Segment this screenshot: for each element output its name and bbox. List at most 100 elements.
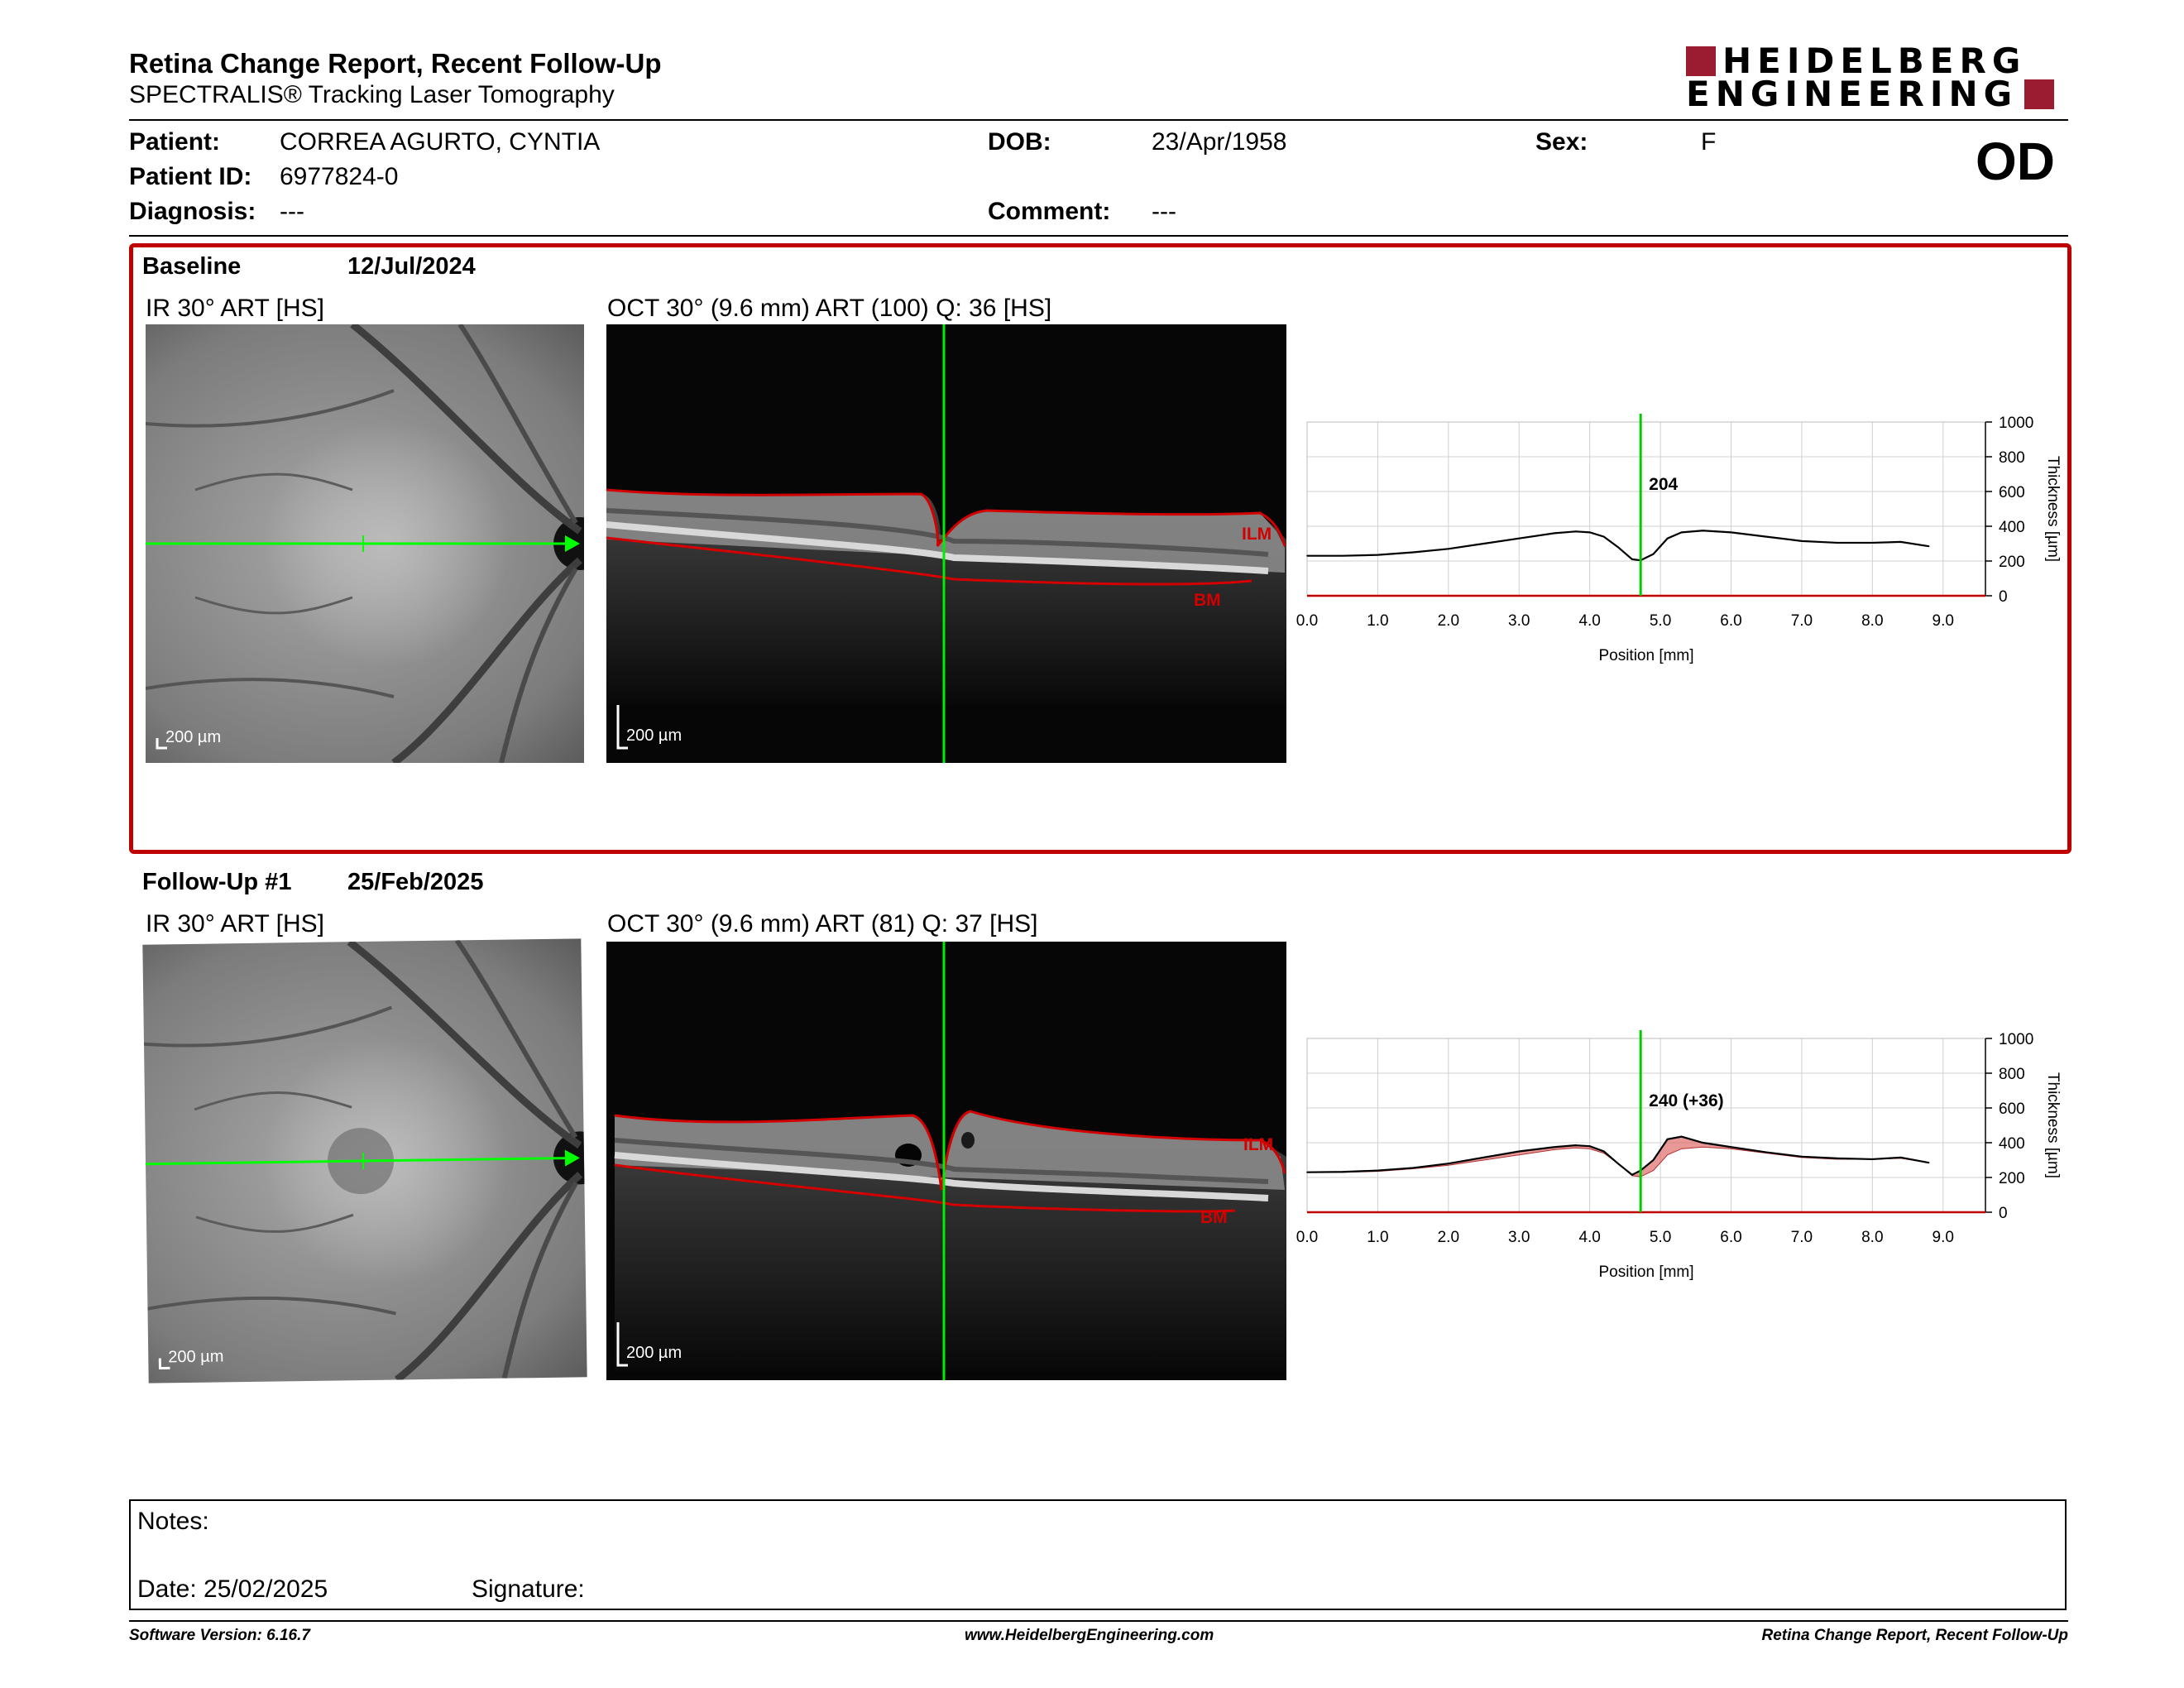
footer-report-title: Retina Change Report, Recent Follow-Up [1761,1627,2068,1644]
followup-oct-bscan-image[interactable]: ILM BM 200 µm [606,942,1286,1380]
baseline-thickness-chart: 0.0 1.0 2.0 3.0 4.0 5.0 6.0 7.0 8.0 9.0 0 200 400 600… [1296,414,2062,664]
thickness-point [1412,1167,1414,1169]
logo-line-1: HEIDELBERG [1722,41,2027,81]
x-axis-title: Position [mm] [1598,647,1693,664]
notes-label: Notes: [137,1508,209,1535]
bm-line [614,1163,1236,1213]
thickness-point [1554,532,1555,535]
optic-disc [553,1131,587,1185]
scan-line [146,1156,576,1166]
y-tick-label: 400 [1999,519,2025,536]
eye-indicator: OD [1976,132,2055,191]
report-title: Retina Change Report, Recent Follow-Up [129,48,662,79]
sex-value: F [1701,128,1717,156]
comment-label: Comment: [988,198,1111,225]
thickness-point [1341,1171,1343,1173]
signature-label: Signature: [472,1575,585,1603]
x-tick-label: 8.0 [1861,1229,1883,1246]
thickness-point [1680,531,1683,534]
thickness-point [1518,537,1521,539]
thickness-point [1482,543,1485,544]
scale-bar-icon [156,738,167,750]
comment-value: --- [1152,198,1176,225]
thickness-point [1652,553,1655,555]
logo-square-left [1686,46,1716,76]
sex-label: Sex: [1535,128,1588,156]
y-tick-label: 0 [1999,588,2008,606]
notes-date: Date: 25/02/2025 [137,1575,328,1603]
baseline-ir-fundus-image[interactable]: 200 µm [146,324,584,763]
x-tick-label: 2.0 [1438,612,1459,630]
thickness-point [1574,1144,1577,1146]
y-tick-label: 1000 [1999,415,2033,432]
bm-label: BM [1200,1208,1228,1227]
y-tick-label: 800 [1999,449,2025,467]
thickness-point [1730,1146,1732,1149]
thickness-point [1448,1163,1449,1164]
y-axis-title: Thickness [µm] [2044,1072,2062,1178]
baseline-oct-scale-label: 200 µm [626,727,682,745]
thickness-point [1702,1142,1704,1144]
x-tick-label: 4.0 [1578,612,1600,630]
followup-ir-fundus-image[interactable]: 200 µm [142,938,587,1383]
thickness-point [1836,1158,1838,1159]
thickness-point [1765,535,1768,538]
patient-name: CORREA AGURTO, CYNTIA [280,128,601,156]
ilm-label: ILM [1243,1135,1274,1154]
thickness-point [1617,1163,1619,1164]
thickness-point [1482,1157,1485,1158]
x-tick-label: 1.0 [1367,1229,1388,1246]
bm-line [606,536,1252,586]
x-tick-label: 3.0 [1508,612,1530,630]
patient-id: 6977824-0 [280,163,399,190]
thickness-point [1899,1157,1902,1158]
baseline-ir-scale-label: 200 µm [165,728,222,746]
thickness-point [1871,1158,1874,1160]
thickness-point [1602,535,1605,538]
diagnosis-label: Diagnosis: [129,198,256,225]
x-tick-label: 7.0 [1791,612,1813,630]
baseline-ir-label: IR 30° ART [HS] [146,295,324,322]
thickness-point [1702,530,1704,532]
diagnosis-value: --- [280,198,304,225]
thickness-point [1666,537,1669,539]
followup-ir-scale-label: 200 µm [168,1347,224,1367]
thickness-point [1554,1146,1555,1149]
thickness-point [1631,1174,1633,1176]
dob-label: DOB: [988,128,1051,156]
y-tick-label: 0 [1999,1205,2008,1222]
thickness-point [1666,1139,1669,1140]
scale-bar-icon [158,1358,170,1370]
footer-divider [129,1620,2068,1622]
x-tick-label: 5.0 [1650,1229,1671,1246]
y-tick-label: 1000 [1999,1031,2033,1048]
thickness-point [1928,545,1930,547]
followup-oct-scale-label: 200 µm [626,1344,682,1362]
thickness-point [1377,1169,1379,1172]
y-tick-label: 200 [1999,554,2025,571]
thickness-point [1574,530,1577,533]
y-tick-label: 600 [1999,1101,2025,1118]
baseline-oct-bscan-image[interactable]: ILM BM 200 µm [606,324,1286,763]
software-version: Software Version: 6.16.7 [129,1627,310,1644]
baseline-oct-label: OCT 30° (9.6 mm) ART (100) Q: 36 [HS] [607,295,1052,322]
thickness-point [1730,531,1732,534]
followup-thickness-chart: 0.0 1.0 2.0 3.0 4.0 5.0 6.0 7.0 8.0 9.0 0 200 400 600… [1296,1030,2062,1281]
plot-frame [1306,1038,1986,1213]
bm-label: BM [1194,591,1221,610]
thickness-point [1448,548,1449,550]
website-link[interactable]: www.HeidelbergEngineering.com [965,1627,1214,1644]
x-tick-label: 5.0 [1650,612,1671,630]
followup-date: 25/Feb/2025 [347,869,484,895]
patient-name-label: Patient: [129,128,221,156]
notes-box[interactable]: Notes: Date: 25/02/2025 Signature: [129,1499,2067,1610]
thickness-point [1518,1150,1521,1153]
thickness-point [1306,1171,1308,1173]
thickness-point [1588,531,1591,534]
followup-oct-label: OCT 30° (9.6 mm) ART (81) Q: 37 [HS] [607,910,1038,938]
thickness-point [1377,554,1379,556]
thickness-point [1801,1156,1803,1158]
baseline-date: 12/Jul/2024 [347,253,476,280]
ilm-line [614,1110,1286,1191]
y-tick-label: 200 [1999,1170,2025,1187]
